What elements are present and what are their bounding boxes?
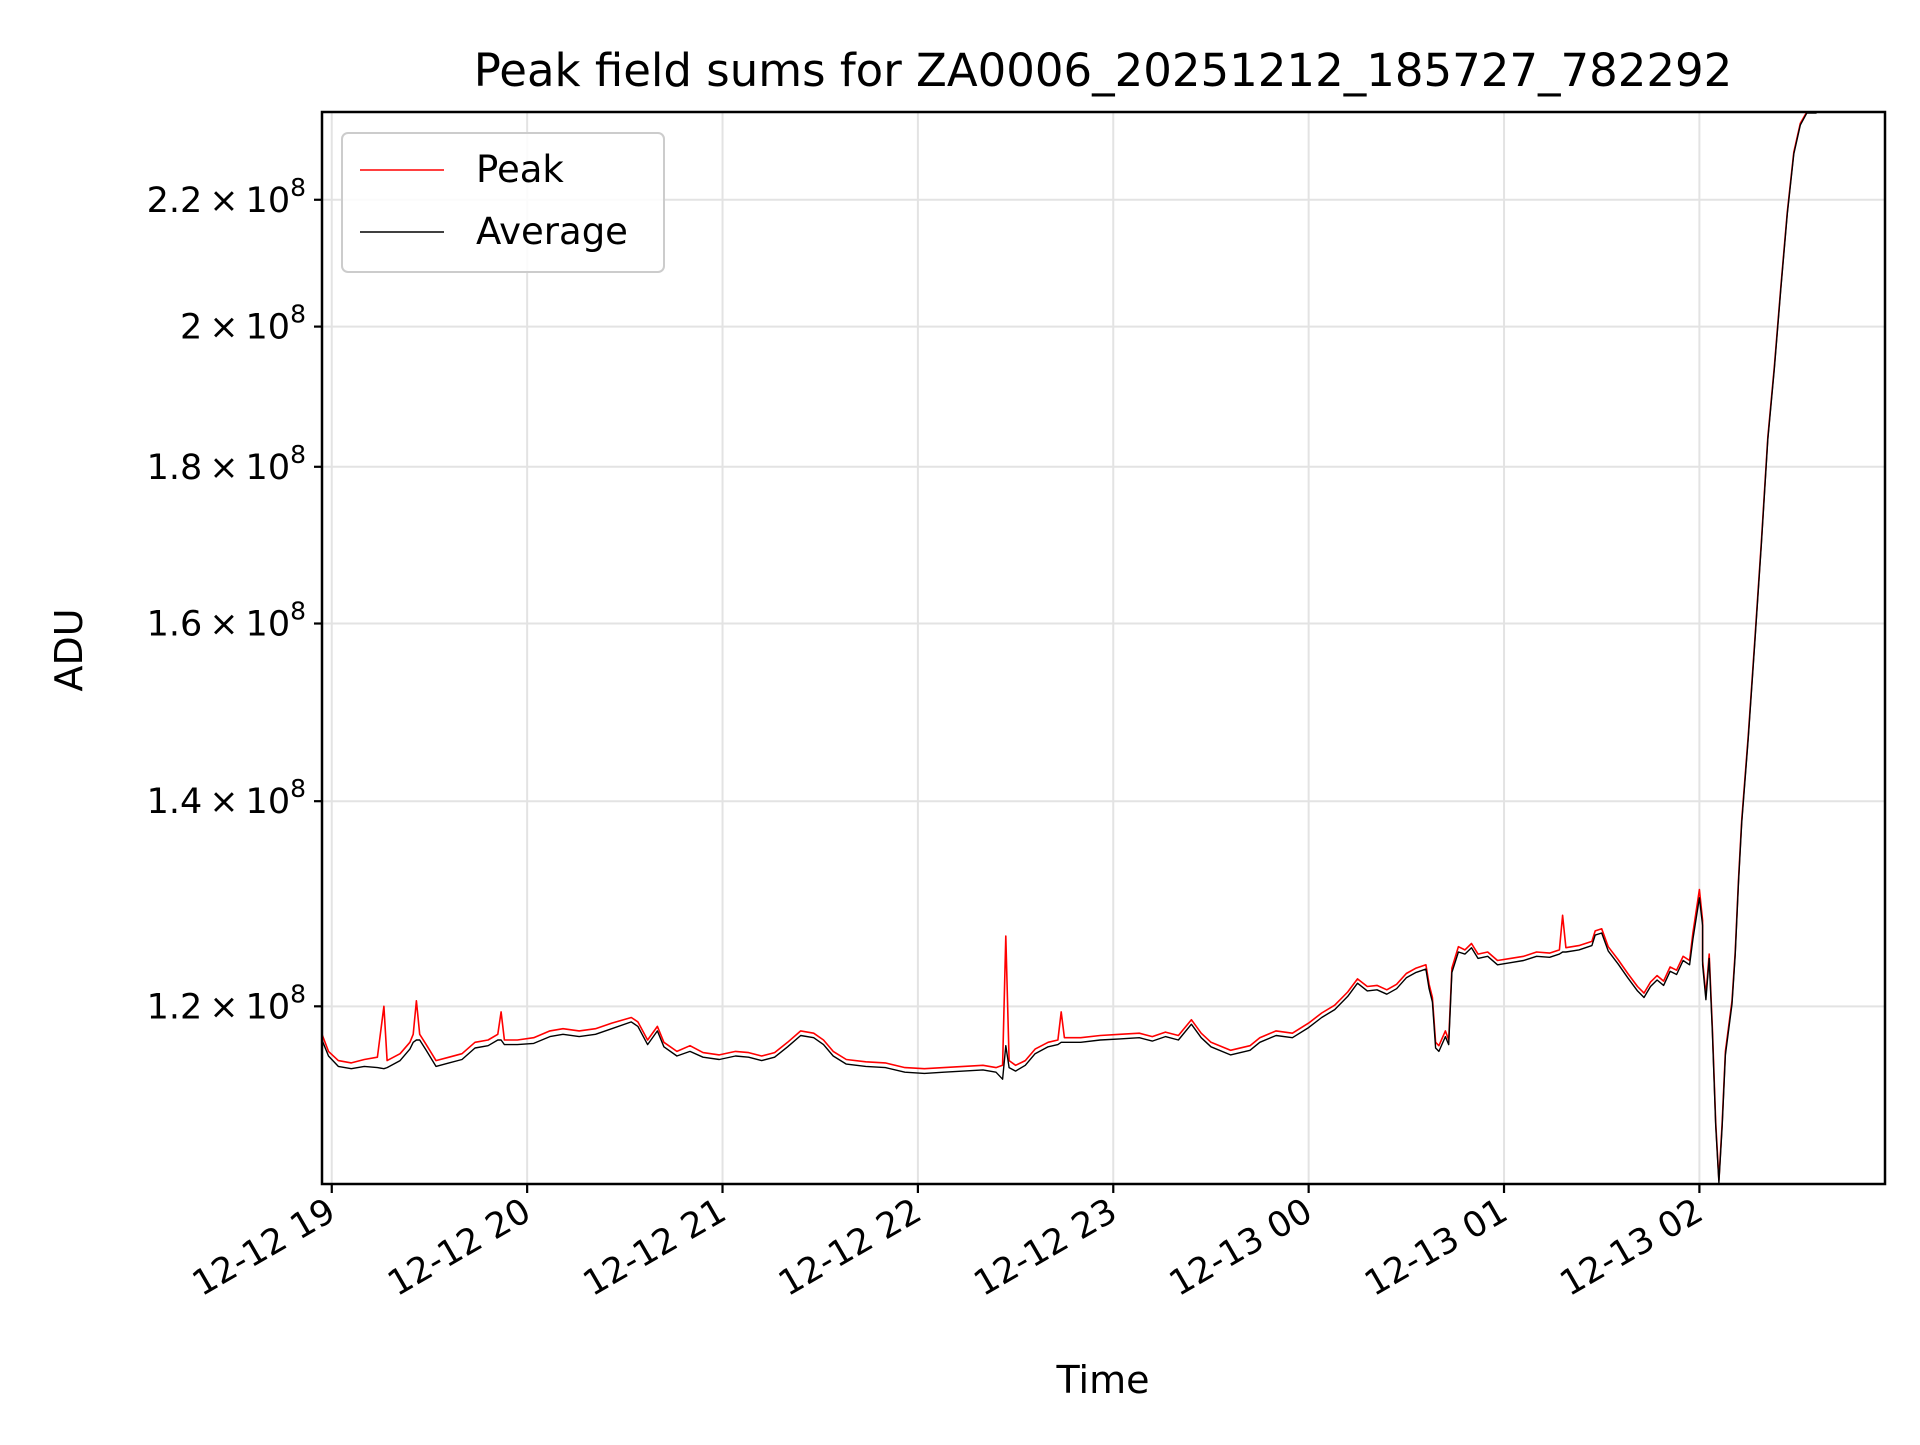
y-tick-label: 1.6 × 108 — [147, 597, 306, 645]
y-tick-label: 2.2 × 108 — [147, 173, 306, 221]
legend-box — [341, 132, 665, 273]
y-axis-label: ADU — [47, 608, 91, 691]
x-axis-label: Time — [1056, 1358, 1150, 1402]
y-tick-label: 1.4 × 108 — [147, 774, 306, 822]
plot-frame — [320, 110, 1887, 1186]
y-axis: 1.2 × 108 1.4 × 108 1.6 × 108 1.8 × 108 2 × … — [147, 173, 322, 1027]
legend-label-peak: Peak — [476, 148, 564, 191]
legend-label-average: Average — [476, 210, 628, 253]
y-tick-label: 1.8 × 108 — [147, 440, 306, 488]
grid — [322, 112, 1885, 1184]
y-tick-label: 1.2 × 108 — [147, 979, 306, 1027]
series-layer — [321, 111, 1817, 1184]
series-line-average — [321, 112, 1817, 1184]
legend: Peak Average — [341, 132, 665, 273]
chart-title: Peak field sums for ZA0006_20251212_1857… — [474, 44, 1733, 97]
y-tick-label: 2 × 108 — [180, 300, 306, 348]
